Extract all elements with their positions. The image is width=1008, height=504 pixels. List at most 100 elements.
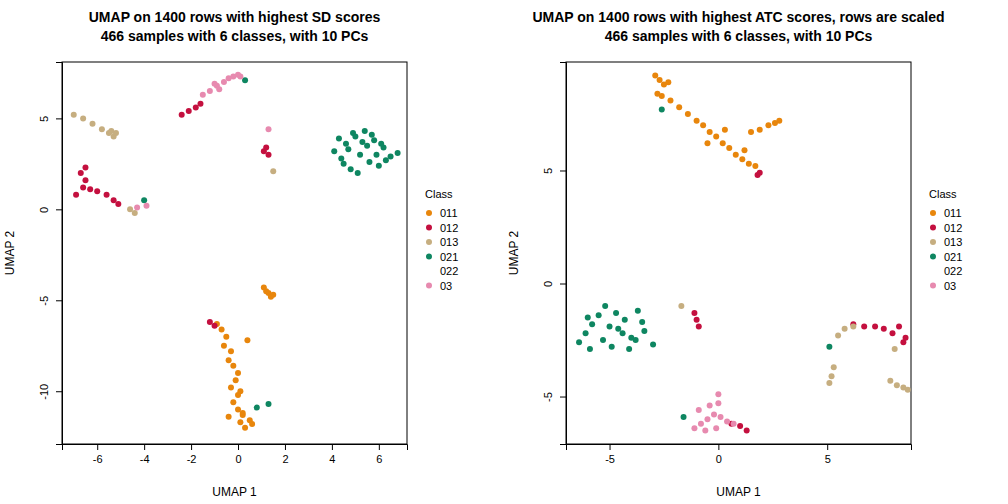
- point: [713, 134, 719, 140]
- point: [724, 418, 730, 424]
- point: [82, 177, 88, 183]
- point: [826, 344, 832, 350]
- point: [607, 323, 613, 329]
- x-tick: -4: [140, 444, 150, 465]
- point: [230, 399, 236, 405]
- y-tick: 5: [542, 168, 566, 174]
- point: [707, 403, 713, 409]
- point: [376, 163, 382, 169]
- points: [576, 73, 911, 434]
- point: [702, 427, 708, 433]
- point: [362, 128, 368, 134]
- point: [622, 317, 628, 323]
- x-tick-label: 4: [329, 453, 335, 465]
- legend-label: 021: [440, 251, 458, 263]
- legend-marker: [930, 210, 936, 216]
- legend-marker: [930, 283, 936, 289]
- point: [587, 346, 593, 352]
- point: [737, 423, 743, 429]
- subtitle: 466 samples with 6 classes, with 10 PCs: [605, 28, 873, 44]
- point: [249, 421, 255, 427]
- point: [639, 319, 645, 325]
- point: [111, 197, 117, 203]
- point: [850, 323, 856, 329]
- point: [226, 414, 232, 420]
- point: [378, 141, 384, 147]
- point: [78, 170, 84, 176]
- point: [143, 203, 149, 209]
- y-tick-mark: [560, 170, 566, 171]
- legend-marker: [930, 239, 936, 245]
- point: [896, 323, 902, 329]
- point: [94, 188, 100, 194]
- title: UMAP on 1400 rows with highest SD scores: [89, 9, 381, 25]
- x-tick-label: -4: [140, 453, 150, 465]
- plot-frame: [566, 62, 911, 444]
- point: [659, 93, 665, 99]
- legend-label: 021: [944, 251, 962, 263]
- x-tick: 5: [825, 444, 831, 465]
- point: [371, 137, 377, 143]
- y-axis: -505: [542, 63, 567, 445]
- point: [700, 122, 706, 128]
- point: [336, 135, 342, 141]
- y-axis-title: UMAP 2: [3, 230, 17, 275]
- point: [657, 77, 663, 83]
- point: [235, 370, 241, 376]
- figure: UMAP on 1400 rows with highest SD scores…: [0, 0, 1008, 504]
- title: UMAP on 1400 rows with highest ATC score…: [532, 9, 944, 25]
- point: [678, 303, 684, 309]
- points: [71, 72, 401, 431]
- point: [233, 377, 239, 383]
- point: [765, 122, 771, 128]
- point: [87, 186, 93, 192]
- point: [341, 161, 347, 167]
- point: [905, 387, 911, 393]
- legend-label: 03: [440, 280, 452, 292]
- point: [254, 405, 260, 411]
- point: [715, 400, 721, 406]
- y-tick: -10: [38, 384, 62, 400]
- point: [665, 79, 671, 85]
- y-tick-label: -5: [38, 296, 50, 306]
- point: [600, 337, 606, 343]
- x-tick-mark: [238, 444, 239, 450]
- point: [219, 326, 225, 332]
- legend-label: 011: [944, 207, 962, 219]
- x-tick-mark: [332, 444, 333, 450]
- x-axis-title: UMAP 1: [212, 485, 257, 499]
- point: [626, 346, 632, 352]
- point: [615, 326, 621, 332]
- x-tick: 6: [376, 444, 382, 465]
- point: [596, 312, 602, 318]
- x-axis-title: UMAP 1: [716, 485, 761, 499]
- x-tick-label: -6: [93, 453, 103, 465]
- point: [713, 425, 719, 431]
- legend-label: 013: [944, 236, 962, 248]
- point: [240, 410, 246, 416]
- point: [338, 155, 344, 161]
- x-axis-line: [567, 445, 912, 451]
- point: [228, 385, 234, 391]
- point: [698, 421, 704, 427]
- point: [359, 139, 365, 145]
- x-tick-label: 5: [825, 453, 831, 465]
- point: [691, 425, 697, 431]
- point: [609, 344, 615, 350]
- point: [228, 348, 234, 354]
- x-tick: -5: [605, 444, 615, 465]
- point: [633, 337, 639, 343]
- y-tick-mark: [560, 284, 566, 285]
- point: [641, 328, 647, 334]
- point: [132, 210, 138, 216]
- point: [829, 373, 835, 379]
- legend-title: Class: [425, 188, 453, 200]
- point: [681, 414, 687, 420]
- legend-label: 012: [440, 222, 458, 234]
- point: [108, 128, 114, 134]
- point: [776, 118, 782, 124]
- point: [90, 121, 96, 127]
- point: [746, 161, 752, 167]
- x-tick-label: 6: [376, 453, 382, 465]
- point: [266, 401, 272, 407]
